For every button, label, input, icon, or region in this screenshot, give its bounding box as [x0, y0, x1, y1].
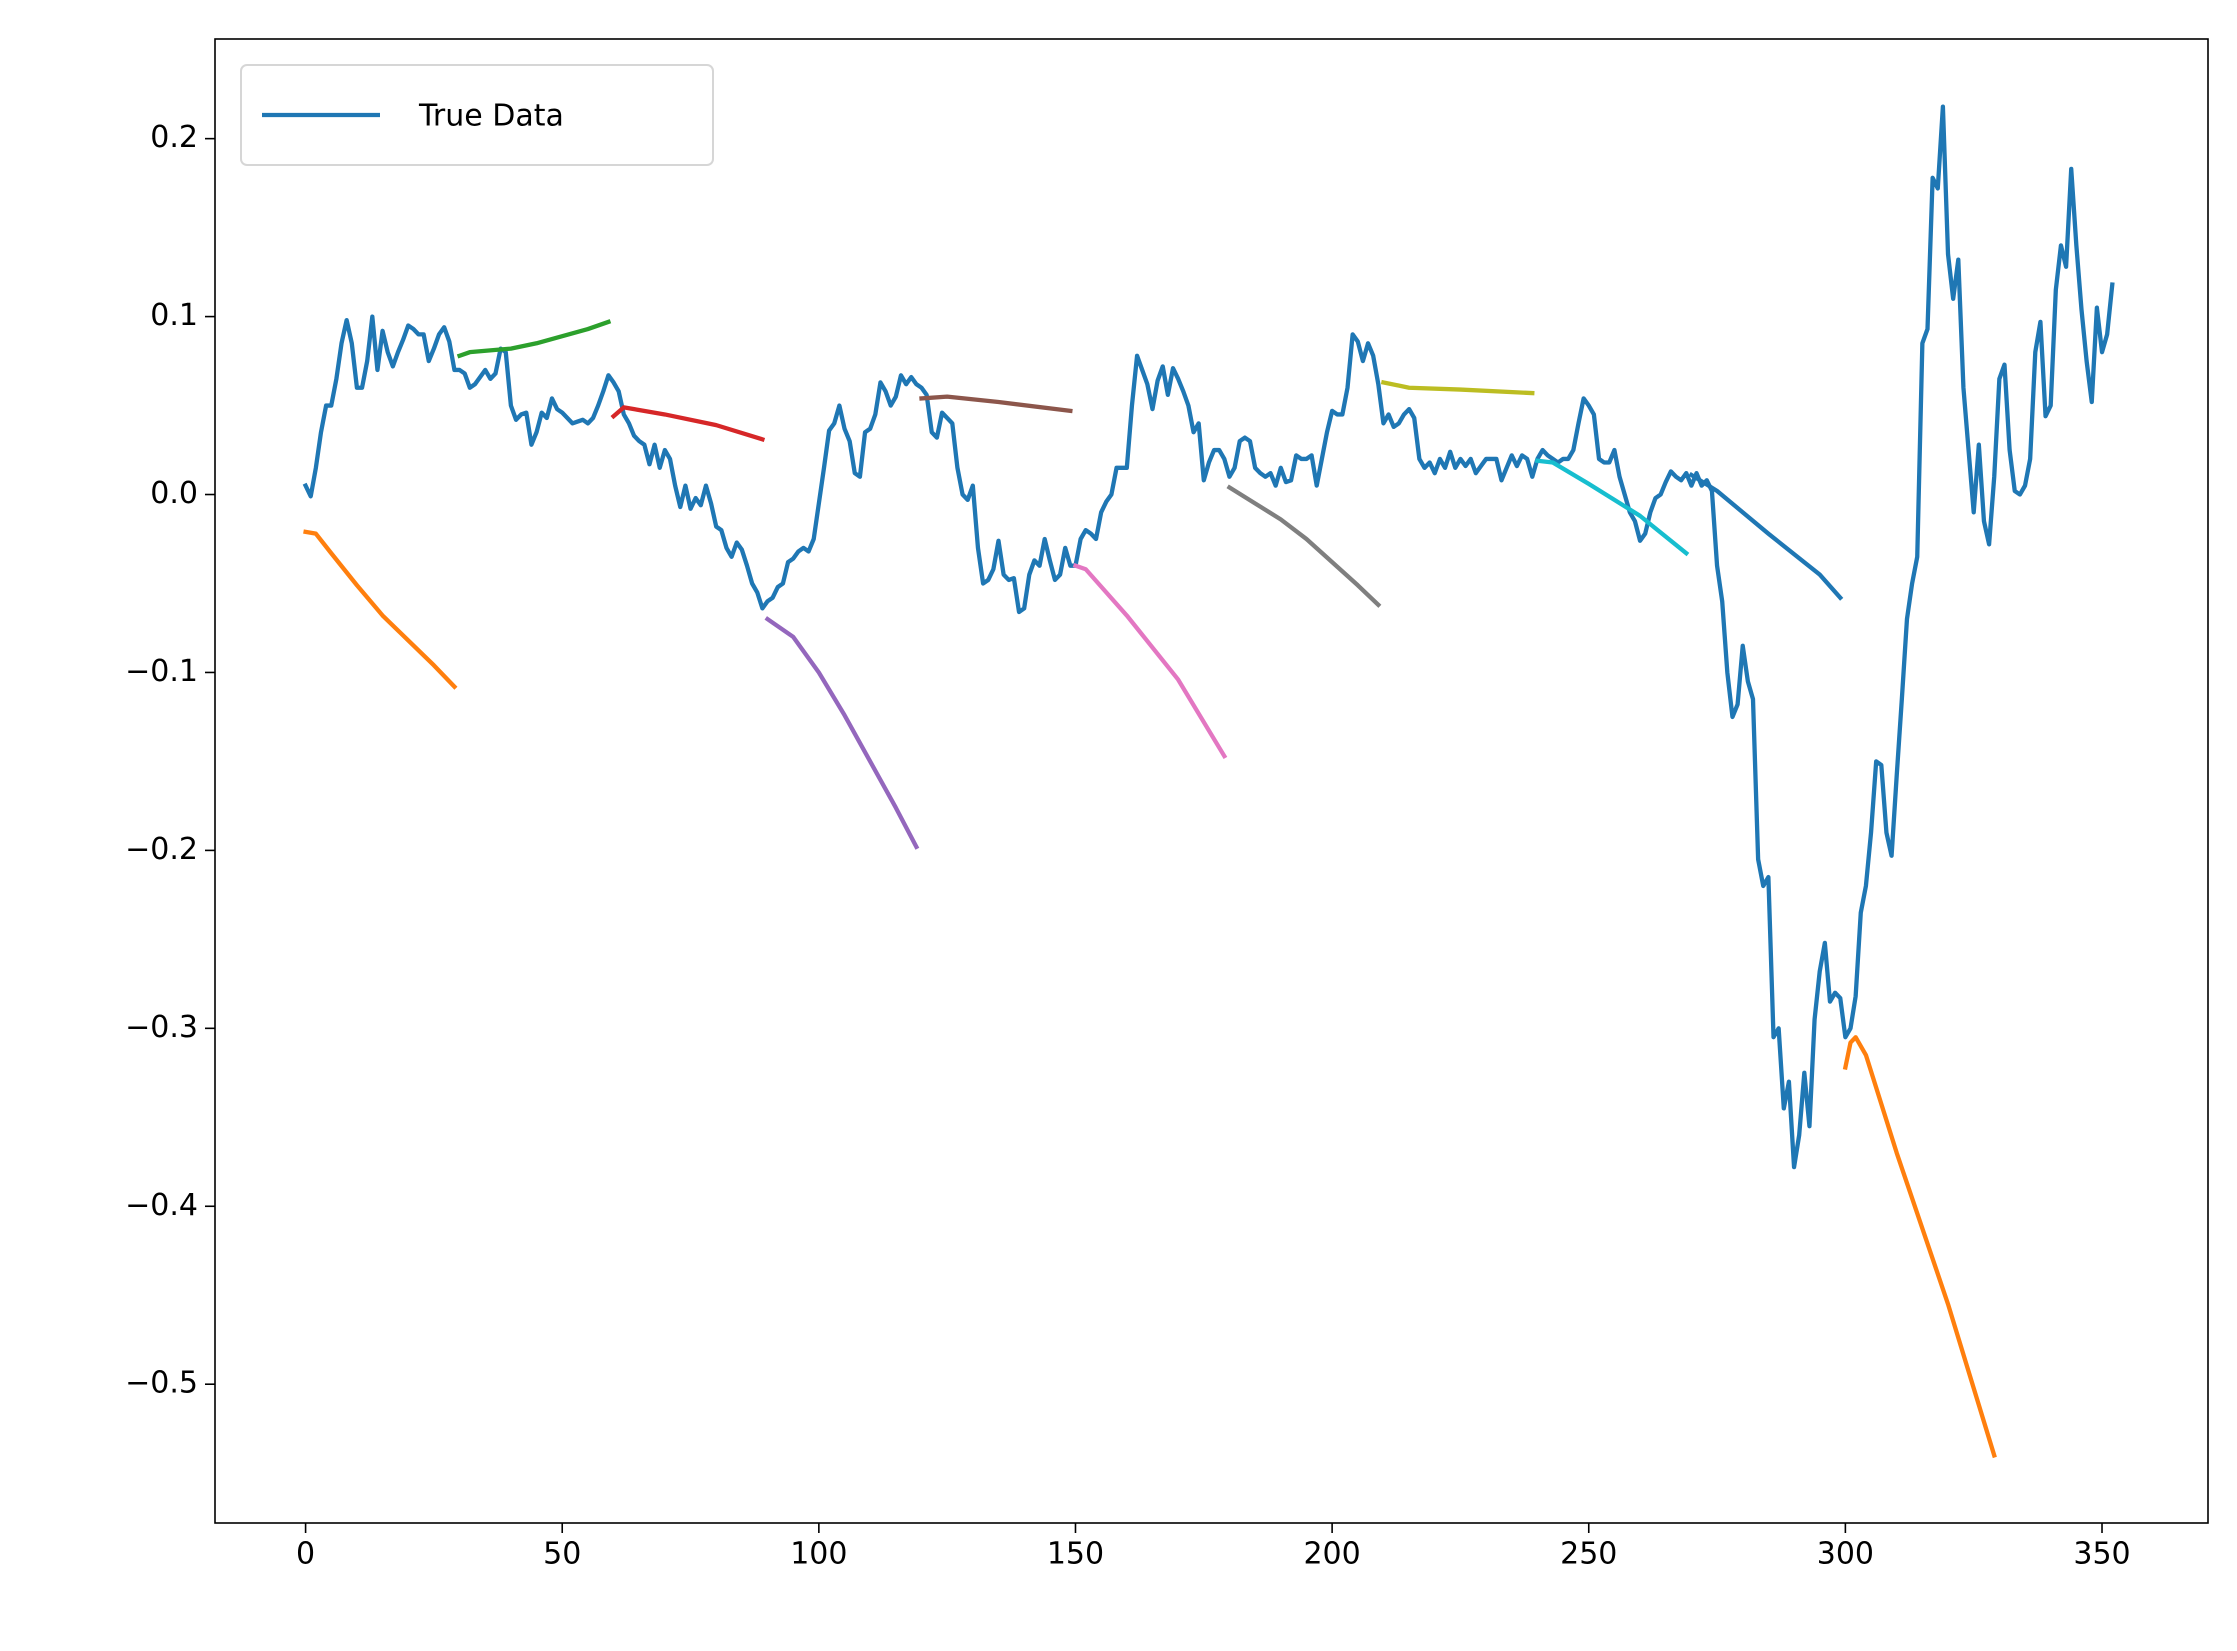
data-line — [1072, 562, 1228, 760]
x-tick-label: 50 — [543, 1537, 581, 1572]
x-tick-label: 100 — [790, 1537, 847, 1572]
x-tick-label: 0 — [296, 1537, 315, 1572]
data-line — [303, 529, 458, 690]
y-tick-label: −0.1 — [125, 654, 198, 689]
x-tick-label: 150 — [1047, 1537, 1104, 1572]
data-line — [1380, 379, 1535, 396]
y-tick-label: −0.2 — [125, 832, 198, 867]
legend-box — [240, 64, 714, 166]
x-tick-label: 200 — [1303, 1537, 1360, 1572]
data-line — [1842, 1035, 1997, 1459]
y-tick-label: −0.3 — [125, 1010, 198, 1045]
y-tick-label: −0.4 — [125, 1188, 198, 1223]
data-line — [1688, 471, 1844, 601]
data-line — [456, 319, 612, 359]
y-tick-label: 0.2 — [150, 120, 198, 155]
data-line — [302, 104, 2115, 1170]
y-tick-label: −0.5 — [125, 1366, 198, 1401]
data-line — [1535, 458, 1690, 557]
legend-label: True Data — [418, 99, 564, 134]
data-line — [1226, 484, 1382, 608]
plot-frame — [214, 38, 2209, 1524]
data-line — [764, 616, 920, 850]
data-line — [919, 394, 1073, 414]
y-tick-label: 0.1 — [150, 298, 198, 333]
y-tick-label: 0.0 — [150, 476, 198, 511]
x-tick-label: 350 — [2073, 1537, 2130, 1572]
x-tick-label: 300 — [1817, 1537, 1874, 1572]
x-tick-label: 250 — [1560, 1537, 1617, 1572]
data-line — [610, 405, 766, 443]
